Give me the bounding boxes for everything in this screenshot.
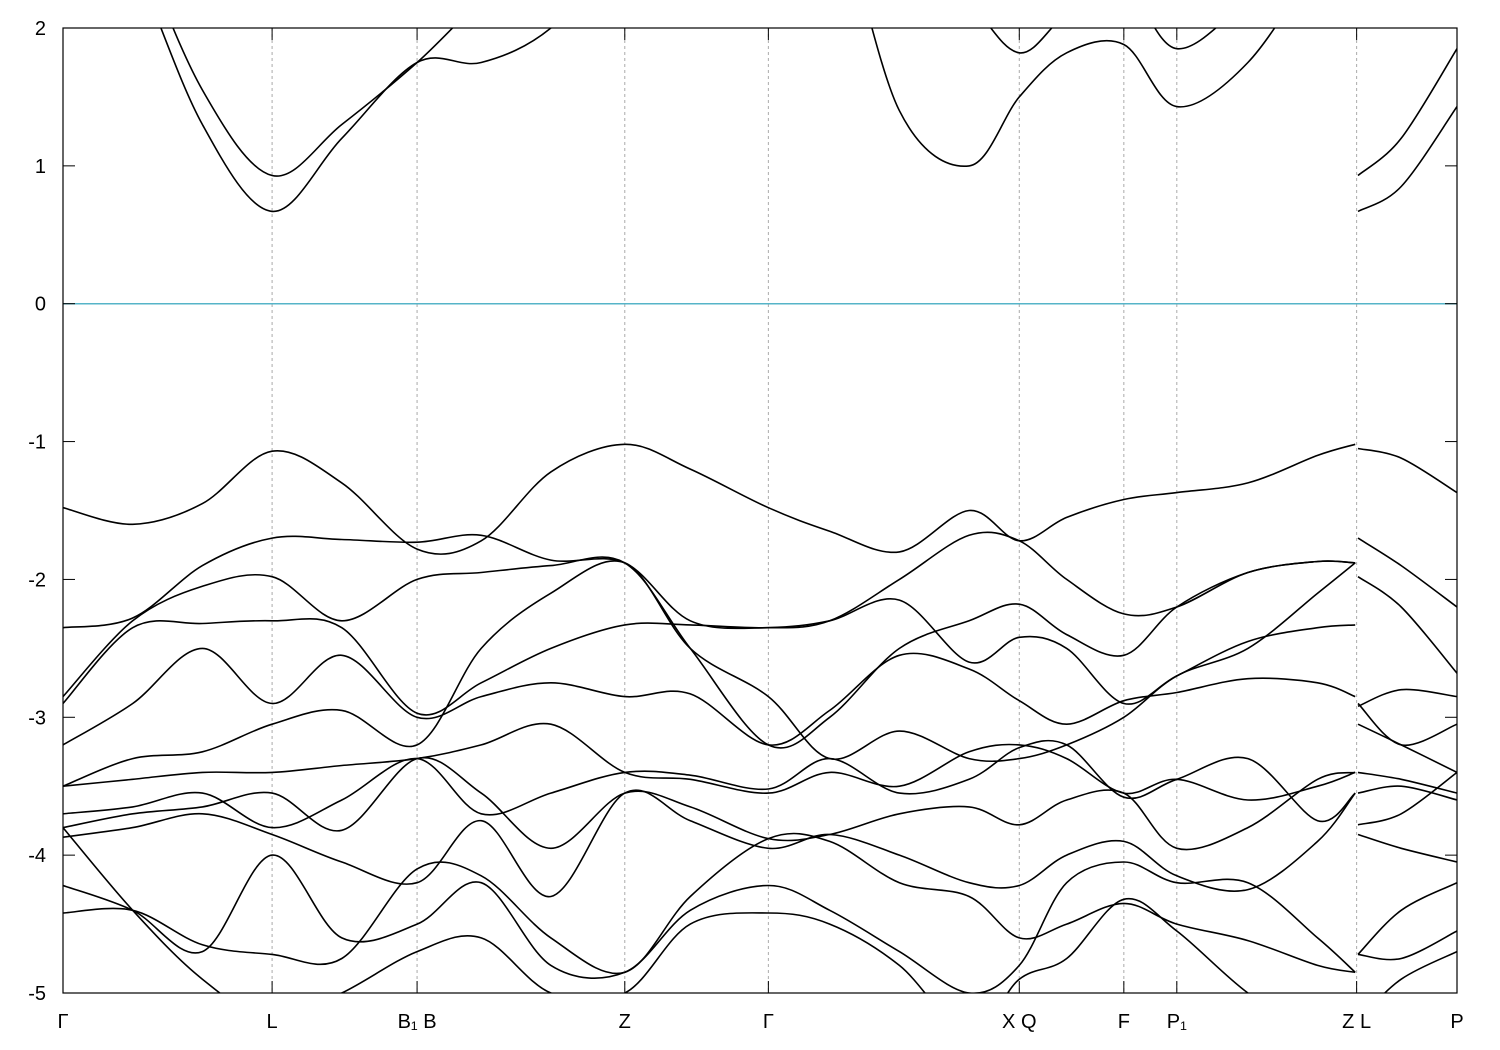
- band-line: [63, 827, 1457, 993]
- x-tick-label: X Q: [1002, 1011, 1036, 1033]
- x-tick-label: Γ: [57, 1011, 68, 1033]
- y-tick-label: 1: [35, 156, 46, 178]
- x-tick-label: B₁ B: [398, 1011, 437, 1033]
- y-tick-label: -2: [28, 569, 46, 591]
- band-line: [63, 739, 1457, 829]
- band-line: [63, 556, 1457, 749]
- band-line: [63, 722, 1457, 801]
- band-line: [63, 647, 1457, 746]
- band-line: [172, 28, 1457, 177]
- axes-layer: -5 -4 -3 -2 -1 0 1 2 Γ L B₁ B Z Γ X Q F P₁ Z L P: [28, 18, 1463, 1033]
- band-line: [63, 560, 1457, 787]
- y-tick-label: -3: [28, 707, 46, 729]
- y-tick-label: -1: [28, 432, 46, 454]
- x-tick-label: Z L: [1342, 1011, 1371, 1033]
- x-tick-label: Z: [619, 1011, 631, 1033]
- x-tick-label: L: [267, 1011, 278, 1033]
- y-tick-label: 2: [35, 18, 46, 40]
- bands-layer: [63, 28, 1457, 993]
- band-line: [63, 854, 1457, 993]
- y-tick-label: 0: [35, 294, 46, 316]
- y-tick-label: -4: [28, 845, 46, 867]
- x-tick-label: Γ: [763, 1011, 774, 1033]
- x-tick-label: P: [1450, 1011, 1463, 1033]
- band-line: [63, 756, 1457, 851]
- band-line: [63, 789, 1457, 898]
- band-line: [63, 443, 1457, 555]
- x-tick-label: P₁: [1167, 1011, 1187, 1033]
- band-line: [63, 832, 1457, 975]
- x-tick-label: F: [1118, 1011, 1130, 1033]
- band-line: [160, 28, 1457, 213]
- plot-frame: [62, 27, 1458, 994]
- y-tick-label: -5: [28, 983, 46, 1005]
